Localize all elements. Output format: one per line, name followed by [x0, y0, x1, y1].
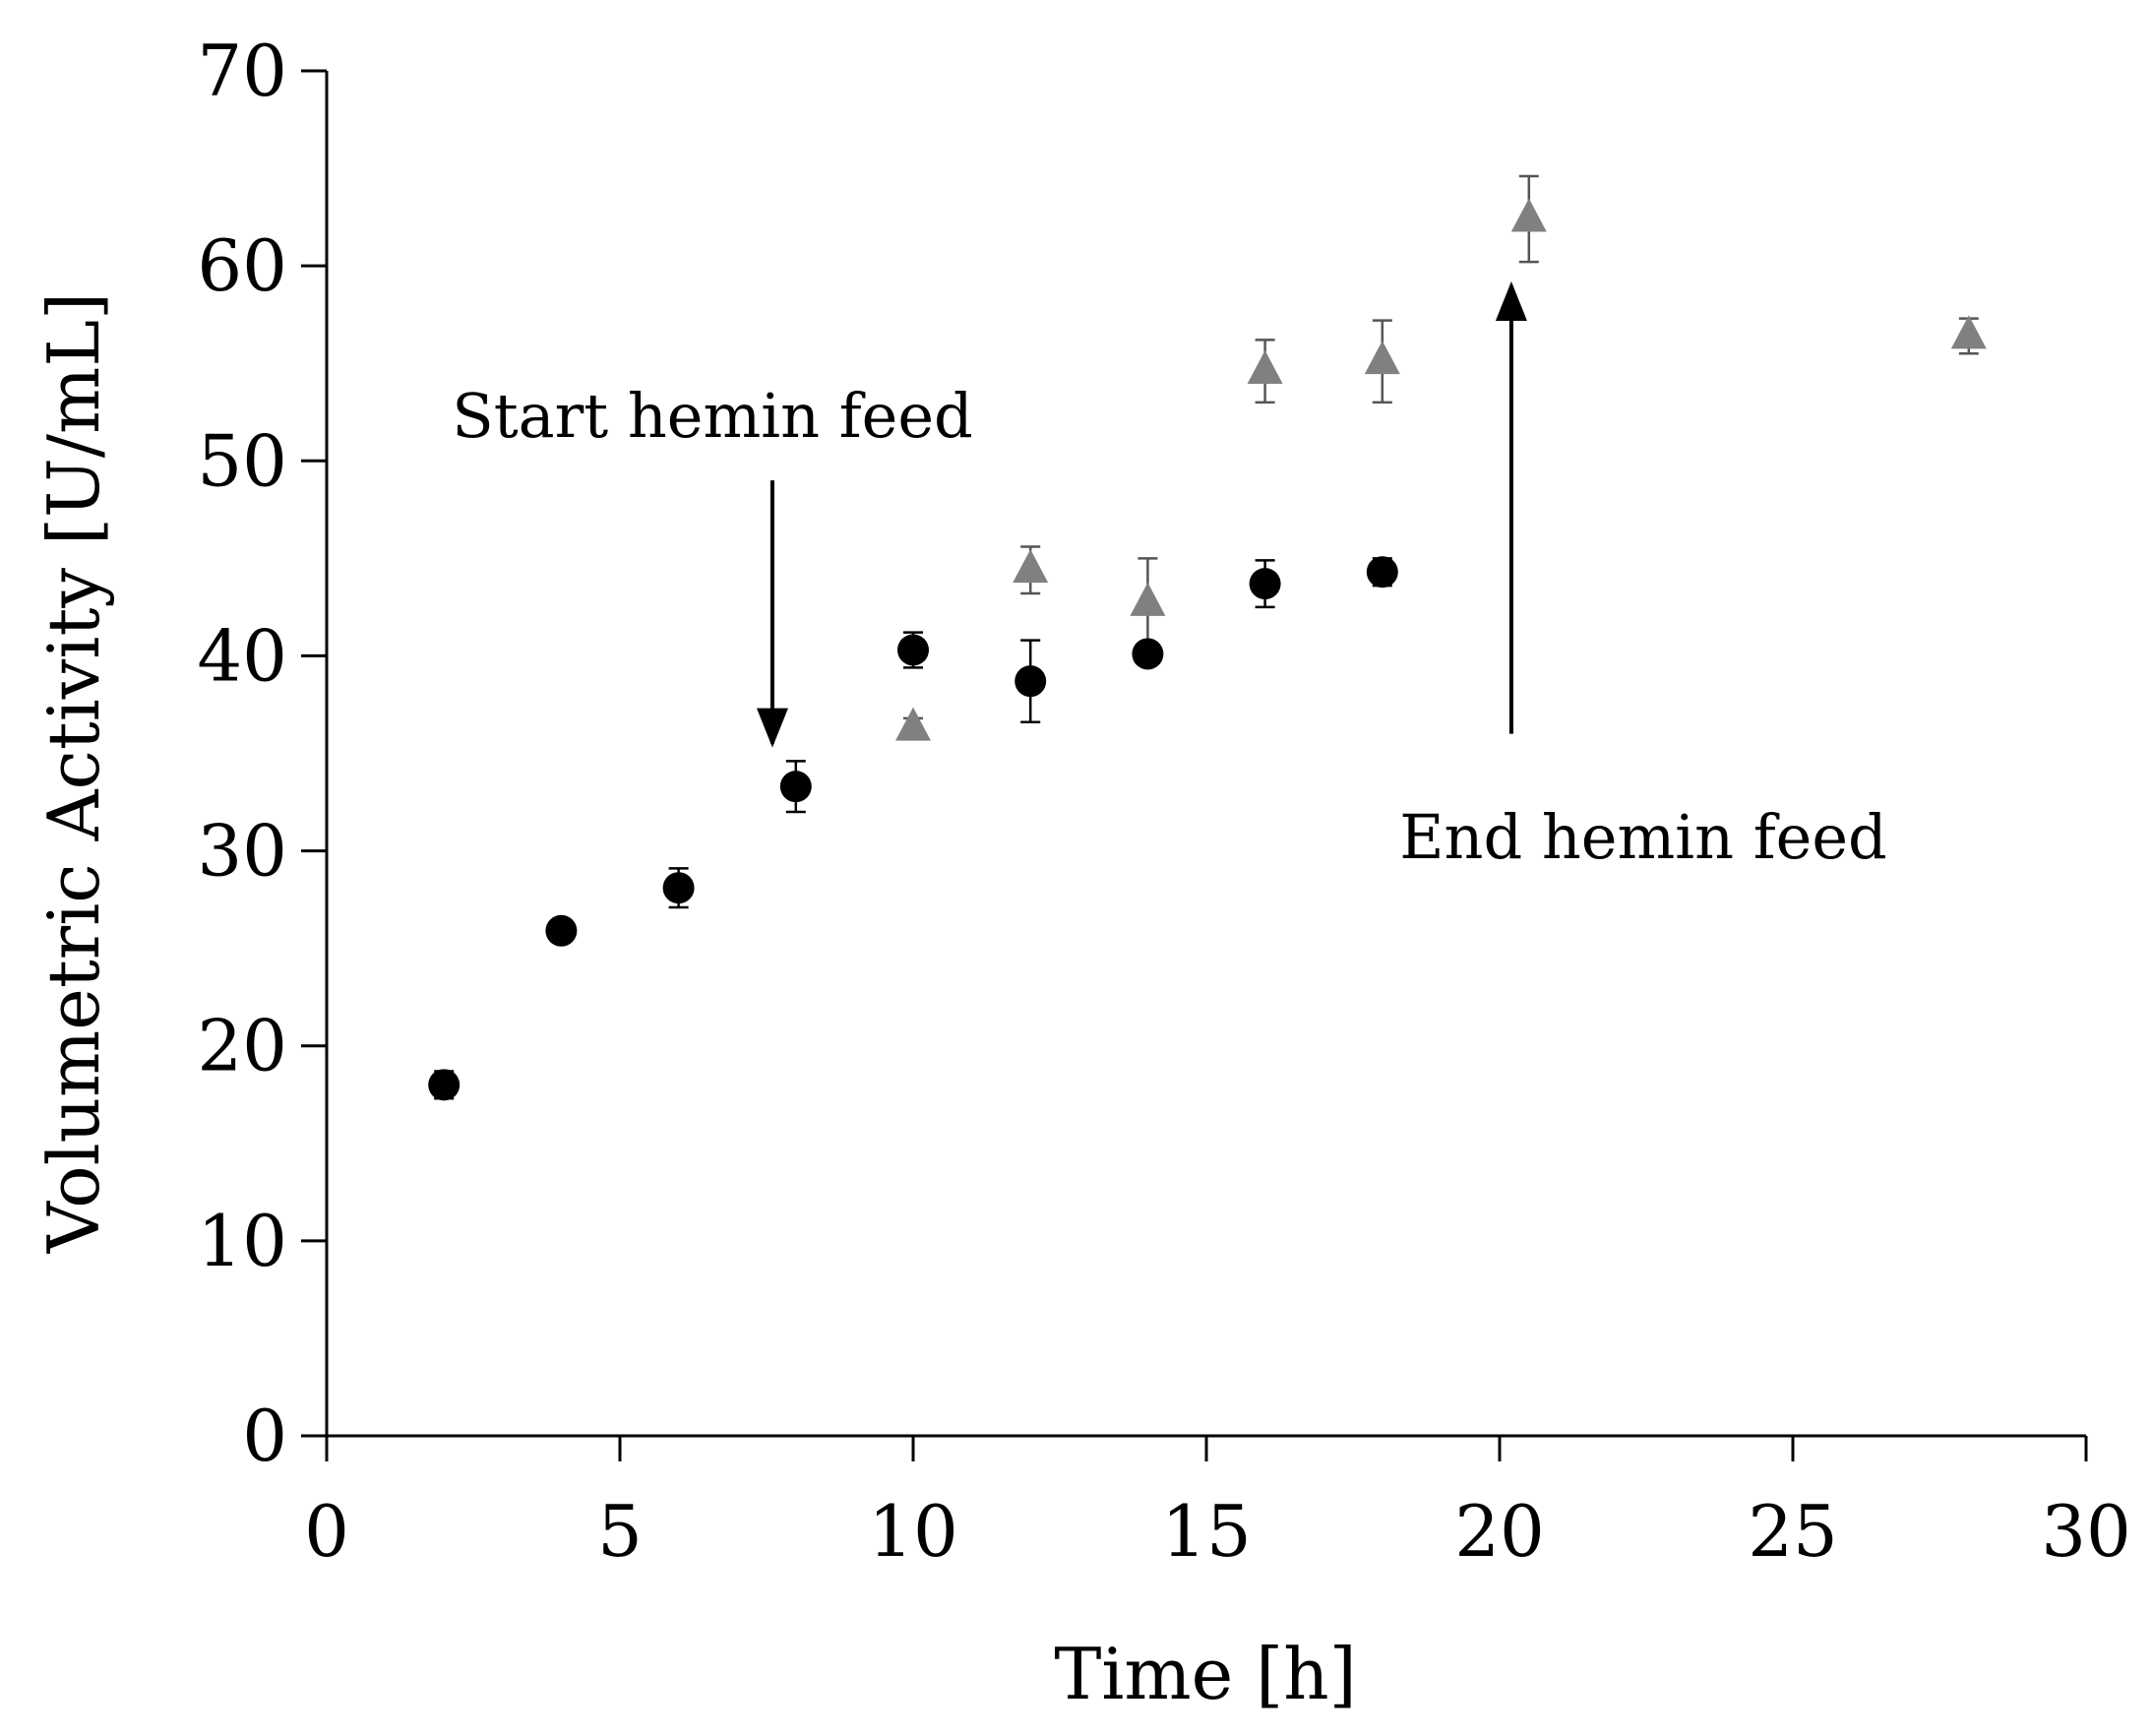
data-point-triangle — [895, 707, 931, 741]
y-tick-label: 20 — [197, 1005, 287, 1087]
y-axis-title: Volumetric Activity [U/mL] — [32, 292, 115, 1254]
y-tick-label: 30 — [197, 810, 287, 893]
data-point-triangle — [1364, 341, 1400, 375]
annotation-label: Start hemin feed — [452, 380, 973, 452]
y-tick-label: 50 — [197, 419, 287, 502]
data-point-triangle — [1013, 549, 1049, 584]
x-axis-title: Time [h] — [1054, 1633, 1356, 1715]
data-point-circle — [1015, 665, 1047, 698]
y-tick-label: 70 — [197, 30, 287, 112]
data-point-triangle — [1247, 350, 1283, 385]
y-tick-label: 60 — [197, 224, 287, 307]
x-tick-label: 20 — [1454, 1490, 1545, 1573]
data-point-circle — [662, 872, 695, 904]
x-tick-label: 10 — [868, 1490, 958, 1573]
data-point-circle — [1249, 568, 1281, 600]
y-tick-label: 0 — [242, 1395, 287, 1477]
y-tick-label: 40 — [197, 614, 287, 697]
data-point-circle — [1366, 556, 1398, 589]
data-point-triangle — [1510, 198, 1547, 232]
error-bars — [434, 174, 1979, 1100]
data-point-circle — [545, 914, 578, 947]
x-tick-label: 25 — [1748, 1490, 1838, 1573]
x-tick-label: 5 — [597, 1490, 643, 1573]
axes — [301, 71, 2086, 1438]
data-point-circle — [1132, 638, 1164, 670]
data-points — [428, 198, 1987, 1101]
data-point-circle — [428, 1069, 461, 1101]
data-point-circle — [779, 771, 812, 803]
x-tick-label: 30 — [2041, 1490, 2131, 1573]
y-ticks: 0 10 20 30 40 50 60 70 — [197, 30, 327, 1477]
data-point-triangle — [1950, 315, 1987, 349]
data-point-circle — [897, 634, 929, 666]
x-tick-label: 15 — [1161, 1490, 1252, 1573]
data-point-triangle — [1130, 582, 1166, 616]
annotation-label: End hemin feed — [1399, 801, 1887, 873]
annotations: Start hemin feed End hemin feed — [452, 280, 1887, 873]
x-ticks: 0 5 10 15 20 25 30 — [304, 1436, 2131, 1573]
y-tick-label: 10 — [197, 1200, 287, 1282]
x-tick-label: 0 — [304, 1490, 349, 1573]
